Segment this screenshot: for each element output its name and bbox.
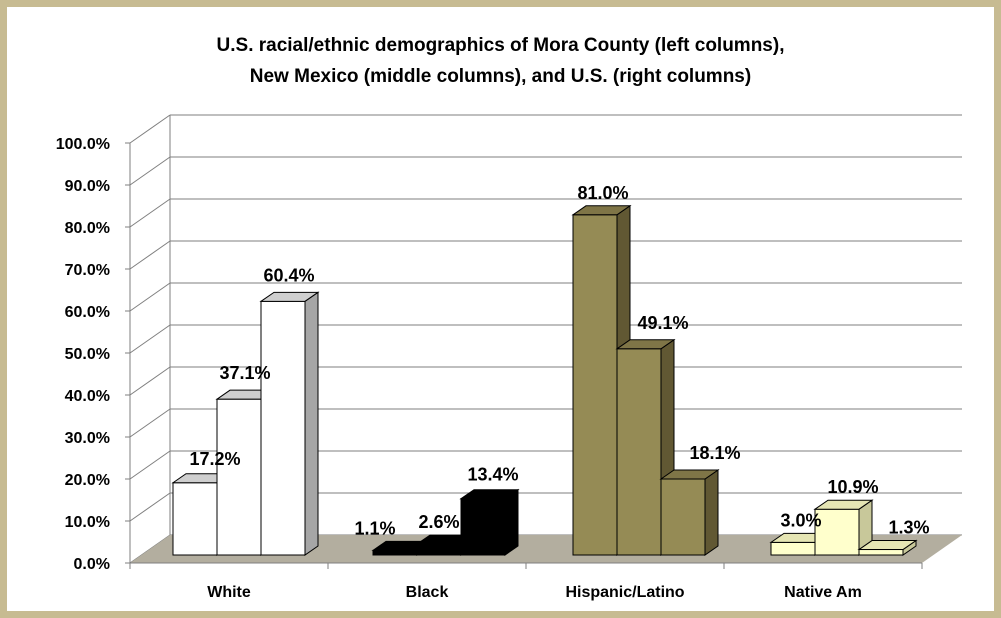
bar-front (460, 498, 506, 556)
bar-front (416, 543, 462, 556)
data-label-white-2: 60.4% (263, 265, 314, 285)
plot-floor-plane (130, 535, 962, 563)
bar-front (216, 398, 262, 556)
data-label-black-0: 1.1% (354, 518, 395, 538)
y-axis: 0.0% 10.0% 20.0% 30.0% 40.0% 50.0% 60.0% 70.0% 8… (56, 136, 923, 573)
gridline-side (129, 408, 171, 438)
bar-side (704, 469, 719, 556)
gridline-side (129, 156, 171, 186)
bar-front (858, 549, 904, 556)
gridline-side (129, 450, 171, 480)
bar-side (504, 488, 519, 556)
data-label-native-am-0: 3.0% (780, 510, 821, 530)
y-tick-label: 90.0% (65, 178, 110, 195)
category-label-white: White (207, 584, 251, 601)
bar-top (259, 291, 320, 302)
bar-front (660, 478, 706, 556)
category-label-native-am: Native Am (784, 584, 862, 601)
bar-front (770, 541, 816, 556)
chart-title-line-1: U.S. racial/ethnic demographics of Mora … (216, 35, 785, 56)
bar-top (813, 499, 874, 510)
gridline-side (129, 114, 171, 144)
bar-front (572, 214, 618, 556)
y-tick-label: 40.0% (65, 388, 110, 405)
y-tick-label: 70.0% (65, 262, 110, 279)
data-label-hispanic-latino-0: 81.0% (577, 183, 628, 203)
gridline-side (129, 492, 171, 522)
y-tick-label: 0.0% (74, 556, 110, 573)
bar-top (571, 205, 632, 216)
gridline-side (129, 198, 171, 228)
bar-native-am-2 (857, 539, 918, 556)
gridline-side (129, 366, 171, 396)
y-tick-label: 30.0% (65, 430, 110, 447)
gridline-side (129, 324, 171, 354)
x-axis: White Black Hispanic/Latino Native Am (207, 584, 862, 601)
bar-front (616, 348, 662, 556)
bar-hispanic-latino-2 (659, 469, 720, 556)
y-tick-label: 50.0% (65, 346, 110, 363)
y-tick-label: 60.0% (65, 304, 110, 321)
bar-top (659, 469, 720, 480)
data-label-black-2: 13.4% (467, 465, 518, 485)
y-tick-label: 100.0% (56, 136, 110, 153)
bar-group (171, 204, 918, 556)
data-label-native-am-1: 10.9% (827, 477, 878, 497)
bar-front (260, 300, 306, 556)
data-label-hispanic-latino-2: 18.1% (689, 443, 740, 463)
y-tick-label: 20.0% (65, 472, 110, 489)
chart-title-line-2: New Mexico (middle columns), and U.S. (r… (249, 66, 752, 87)
bar-top (857, 540, 918, 551)
bar-top (459, 489, 520, 500)
chart-title: U.S. racial/ethnic demographics of Mora … (0, 30, 1001, 92)
data-label-white-1: 37.1% (219, 363, 270, 383)
bar-side (304, 291, 319, 556)
bar-front (172, 482, 218, 556)
y-tick-label: 10.0% (65, 514, 110, 531)
data-labels: 17.2% 37.1% 60.4% 1.1% 2.6% 13.4% 81.0% 49.1% 18… (189, 183, 929, 539)
plot-floor (130, 535, 962, 563)
bar-white-2 (259, 291, 320, 556)
data-label-black-1: 2.6% (418, 512, 459, 532)
y-tick-label: 80.0% (65, 220, 110, 237)
data-label-hispanic-latino-1: 49.1% (637, 313, 688, 333)
bar-front (372, 549, 418, 556)
data-label-white-0: 17.2% (189, 449, 240, 469)
gridline-side (129, 282, 171, 312)
bar-front (814, 508, 860, 556)
gridline-side (129, 240, 171, 270)
data-label-native-am-2: 1.3% (888, 518, 929, 538)
bar-black-2 (459, 488, 520, 556)
bar-top (615, 339, 676, 350)
category-label-hispanic-latino: Hispanic/Latino (565, 584, 684, 601)
category-label-black: Black (406, 584, 449, 601)
